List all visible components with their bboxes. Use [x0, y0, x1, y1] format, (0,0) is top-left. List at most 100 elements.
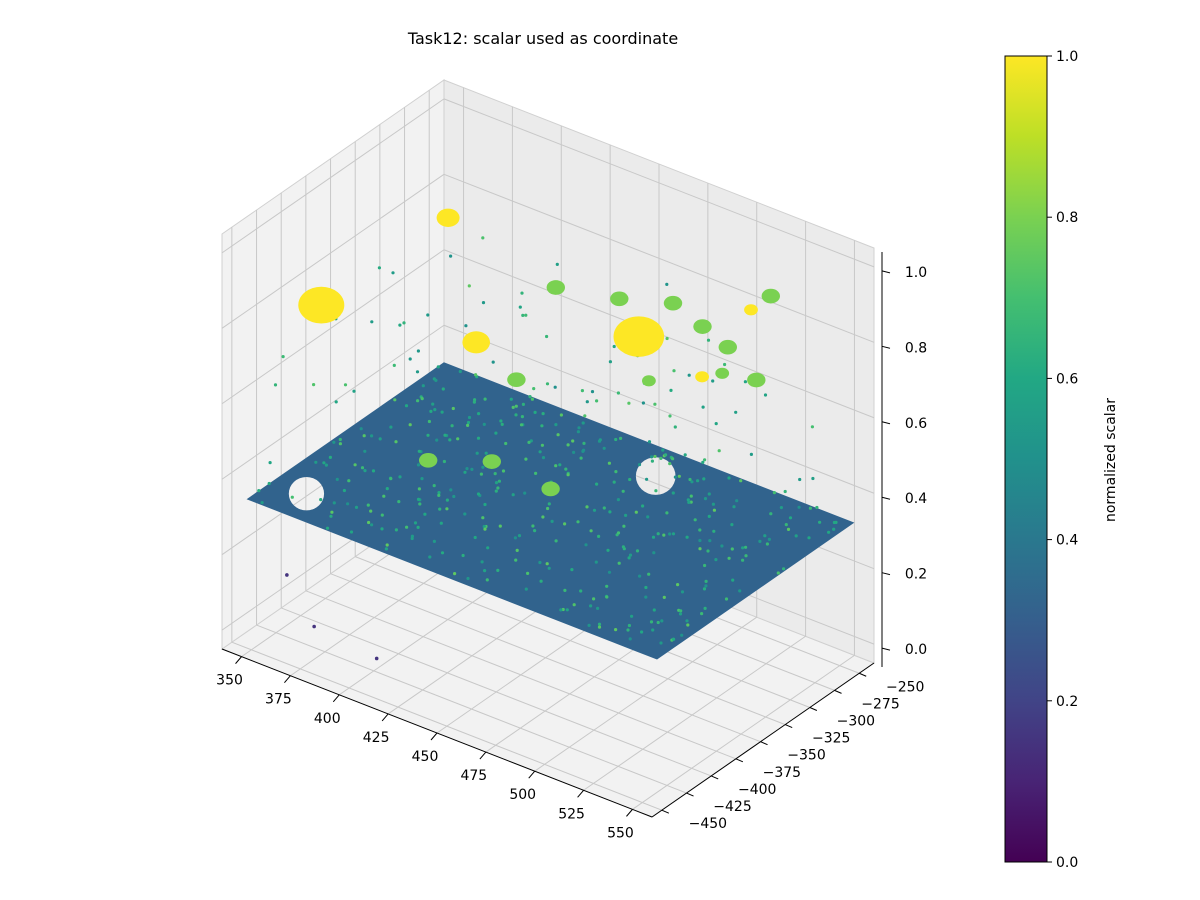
data-point: [416, 399, 420, 403]
data-point: [651, 535, 656, 539]
data-point: [405, 525, 409, 529]
data-cluster: [610, 291, 629, 307]
data-point: [579, 456, 583, 460]
data-point: [730, 547, 734, 551]
data-point: [807, 536, 811, 540]
chart-title: Task12: scalar used as coordinate: [407, 29, 678, 48]
data-point: [281, 355, 285, 359]
data-point: [564, 467, 568, 471]
y-tick: [686, 792, 694, 797]
data-point: [338, 442, 342, 446]
data-point: [641, 401, 646, 405]
data-point: [456, 437, 460, 441]
data-point: [473, 398, 477, 402]
x-tick-label: 350: [216, 673, 243, 689]
data-point: [808, 506, 813, 510]
data-point: [511, 493, 515, 497]
data-point: [597, 439, 602, 443]
data-point: [520, 415, 525, 419]
data-point: [504, 441, 508, 446]
data-point: [559, 413, 564, 417]
data-point: [673, 475, 678, 479]
data-point: [324, 463, 328, 467]
data-point: [385, 543, 389, 547]
data-point: [533, 529, 537, 533]
data-point: [671, 457, 675, 461]
data-point: [735, 499, 739, 503]
data-point: [541, 515, 545, 519]
data-point: [370, 434, 374, 438]
data-point: [811, 476, 815, 481]
data-point: [347, 479, 351, 483]
data-point: [690, 480, 694, 484]
data-point: [689, 494, 693, 498]
data-point: [590, 390, 595, 394]
data-point: [470, 467, 474, 471]
data-point: [665, 282, 669, 286]
data-point: [679, 609, 683, 613]
data-point: [581, 421, 585, 425]
grid-line: [221, 98, 445, 254]
data-point: [546, 506, 550, 511]
data-point: [786, 527, 791, 532]
data-point: [680, 633, 684, 637]
data-point: [724, 597, 729, 601]
data-point: [687, 500, 691, 504]
data-cluster: [693, 319, 712, 334]
data-point: [452, 494, 456, 499]
data-point: [257, 489, 261, 493]
data-point: [484, 451, 488, 455]
data-cluster: [298, 286, 345, 324]
data-point: [701, 405, 705, 409]
data-point: [415, 370, 420, 374]
data-point: [621, 545, 626, 549]
data-point: [595, 399, 599, 403]
data-point: [744, 545, 748, 549]
data-point: [577, 426, 581, 430]
grid-line: [281, 607, 712, 777]
data-point: [714, 422, 718, 426]
data-point: [498, 524, 502, 528]
data-point: [349, 530, 354, 534]
data-point: [494, 431, 498, 435]
data-point: [472, 400, 476, 404]
data-point: [501, 469, 506, 473]
data-point: [367, 520, 371, 525]
data-point: [619, 436, 623, 440]
data-point: [727, 556, 731, 560]
y-tick-label: −250: [886, 679, 924, 695]
data-cluster: [695, 371, 709, 383]
data-point: [342, 488, 346, 493]
x-tick-label: 525: [558, 806, 585, 822]
data-point: [483, 569, 487, 573]
data-point: [783, 489, 787, 494]
data-point: [480, 560, 484, 564]
data-point: [676, 583, 680, 587]
data-point: [440, 410, 444, 414]
data-point: [698, 528, 702, 532]
data-point: [463, 470, 467, 474]
colorbar-tick-label: 0.4: [1056, 533, 1078, 549]
data-point: [703, 563, 707, 568]
data-point: [499, 419, 503, 423]
y-tick-label: −325: [812, 731, 850, 747]
data-point: [563, 588, 567, 593]
data-point: [267, 481, 271, 486]
data-point: [758, 539, 762, 544]
data-point: [624, 513, 628, 518]
z-tick-label: 1.0: [905, 265, 927, 281]
data-point: [614, 437, 618, 442]
data-point: [518, 305, 522, 309]
data-point: [832, 527, 836, 531]
data-point: [668, 414, 672, 418]
data-point: [538, 560, 542, 565]
data-point: [434, 378, 438, 382]
data-point: [572, 450, 576, 454]
data-point: [565, 608, 569, 612]
data-point: [392, 363, 396, 367]
data-point: [377, 266, 381, 270]
data-point: [314, 460, 318, 464]
data-point: [683, 453, 687, 457]
z-tick: [881, 270, 891, 274]
data-point: [797, 505, 801, 509]
